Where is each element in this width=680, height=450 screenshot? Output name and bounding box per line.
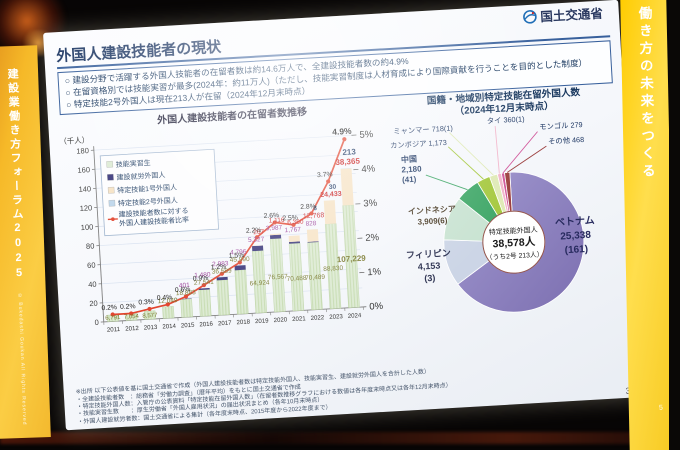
left-banner-text: 建設業働き方フォーラム2025 bbox=[5, 67, 26, 283]
svg-text:0.6%: 0.6% bbox=[175, 286, 191, 294]
svg-text:2022: 2022 bbox=[310, 314, 325, 322]
svg-text:70,489: 70,489 bbox=[305, 274, 326, 282]
svg-text:2%: 2% bbox=[365, 232, 380, 244]
right-banner-number: 5 bbox=[658, 404, 663, 412]
svg-text:88,830: 88,830 bbox=[323, 265, 344, 273]
svg-text:25,338: 25,338 bbox=[560, 230, 592, 243]
svg-text:2021: 2021 bbox=[292, 315, 307, 323]
right-event-banner: 働き方の未来をつくる 5 bbox=[620, 0, 676, 450]
svg-text:0.2%: 0.2% bbox=[120, 303, 136, 311]
svg-text:ベトナム: ベトナム bbox=[555, 215, 595, 229]
pie-chart-panel: 国籍・地域別特定技能在留外国人数 （2024年12月末時点） ベトナム 25,33… bbox=[387, 85, 633, 343]
svg-text:24,433: 24,433 bbox=[320, 191, 342, 199]
svg-text:0.4%: 0.4% bbox=[157, 294, 173, 302]
svg-text:0.2%: 0.2% bbox=[101, 304, 117, 312]
svg-text:7,054: 7,054 bbox=[124, 314, 140, 321]
svg-text:107,229: 107,229 bbox=[337, 254, 367, 265]
svg-text:2,180: 2,180 bbox=[401, 164, 422, 174]
svg-text:2024: 2024 bbox=[348, 312, 363, 320]
svg-text:0.9%: 0.9% bbox=[193, 275, 209, 283]
svg-text:180: 180 bbox=[76, 146, 89, 156]
svg-text:フィリピン: フィリピン bbox=[406, 247, 451, 261]
svg-text:2019: 2019 bbox=[255, 317, 270, 325]
svg-text:中国: 中国 bbox=[401, 154, 418, 165]
svg-text:3,909(6): 3,909(6) bbox=[417, 216, 448, 227]
svg-text:5%: 5% bbox=[359, 129, 374, 141]
right-banner-text: 働き方の未来をつくる bbox=[636, 5, 656, 182]
svg-text:2.8%: 2.8% bbox=[300, 203, 316, 211]
legend: 技能実習生建設就労外国人特定技能1号外国人特定技能2号外国人建設技能者数に対する… bbox=[99, 148, 220, 237]
svg-text:5,327: 5,327 bbox=[248, 236, 265, 244]
svg-text:(3): (3) bbox=[424, 273, 436, 284]
svg-text:0.3%: 0.3% bbox=[138, 299, 154, 307]
svg-text:モンゴル 279: モンゴル 279 bbox=[539, 120, 583, 131]
svg-text:2.6%: 2.6% bbox=[263, 212, 279, 220]
svg-text:インドネシア: インドネシア bbox=[408, 204, 456, 217]
mlit-logo-label: 国土交通省 bbox=[540, 6, 604, 25]
bar-chart-panel: 外国人建設技能者の在留者数推移 0 20 40 60 80 100 120 140 160 180… bbox=[52, 98, 400, 362]
svg-text:2017: 2017 bbox=[218, 320, 233, 328]
svg-text:カンボジア 1,173: カンボジア 1,173 bbox=[390, 138, 447, 150]
svg-text:その他 468: その他 468 bbox=[548, 135, 585, 146]
svg-text:30: 30 bbox=[329, 184, 337, 191]
svg-text:2015: 2015 bbox=[181, 322, 196, 330]
svg-text:20: 20 bbox=[89, 299, 98, 308]
svg-text:140: 140 bbox=[78, 184, 91, 194]
svg-text:4,153: 4,153 bbox=[418, 261, 441, 272]
svg-text:2.2%: 2.2% bbox=[246, 227, 262, 235]
svg-text:2011: 2011 bbox=[107, 326, 121, 334]
svg-text:1.2%: 1.2% bbox=[211, 264, 227, 272]
svg-text:12,768: 12,768 bbox=[303, 212, 325, 220]
svg-text:1,767: 1,767 bbox=[284, 226, 301, 234]
projected-slide: 国土交通省 外国人建設技能者の現状 建設分野で活躍する外国人技能者の在留者数は約… bbox=[43, 0, 641, 431]
svg-text:（千人）: （千人） bbox=[59, 135, 90, 147]
svg-text:3.7%: 3.7% bbox=[317, 171, 333, 179]
svg-text:2023: 2023 bbox=[329, 313, 344, 321]
left-banner-copyright: © Bukedashi Goukan All Rights Reserved bbox=[16, 293, 28, 426]
svg-text:(41): (41) bbox=[402, 175, 417, 185]
svg-text:6,791: 6,791 bbox=[105, 315, 121, 322]
svg-text:(161): (161) bbox=[564, 244, 588, 256]
svg-text:64,924: 64,924 bbox=[250, 279, 271, 287]
svg-text:2.5%: 2.5% bbox=[282, 215, 298, 223]
footnotes: ※出所 以下公表値を基に国土交通省で作成（外国人建設技能者数は特定技能外国人、技… bbox=[76, 368, 453, 426]
svg-text:1.5%: 1.5% bbox=[229, 252, 245, 260]
bar-chart: 0 20 40 60 80 100 120 140 160 180 0% 1% 2% 3% 4% 5% （千人）… bbox=[59, 126, 384, 334]
svg-text:3,987: 3,987 bbox=[266, 225, 283, 233]
svg-text:120: 120 bbox=[79, 203, 92, 213]
svg-text:160: 160 bbox=[77, 165, 90, 175]
svg-text:2016: 2016 bbox=[199, 321, 214, 329]
mlit-globe-icon bbox=[523, 9, 538, 24]
svg-text:1%: 1% bbox=[367, 267, 382, 279]
svg-text:40: 40 bbox=[88, 280, 97, 289]
svg-text:0%: 0% bbox=[369, 301, 384, 313]
svg-text:76,567: 76,567 bbox=[268, 273, 289, 281]
svg-text:828: 828 bbox=[305, 220, 317, 228]
svg-text:2013: 2013 bbox=[144, 324, 159, 332]
charts-row: 外国人建設技能者の在留者数推移 0 20 40 60 80 100 120 140 160 180… bbox=[52, 85, 633, 362]
svg-text:100: 100 bbox=[81, 222, 94, 232]
svg-text:ミャンマー 718(1): ミャンマー 718(1) bbox=[393, 124, 453, 136]
svg-text:80: 80 bbox=[86, 242, 95, 251]
svg-text:213: 213 bbox=[342, 147, 356, 157]
svg-text:8,577: 8,577 bbox=[142, 313, 158, 320]
svg-text:3%: 3% bbox=[363, 198, 378, 210]
left-event-banner: 建設業働き方フォーラム2025 © Bukedashi Goukan All R… bbox=[0, 45, 51, 439]
svg-text:38,365: 38,365 bbox=[335, 157, 360, 167]
svg-text:70,488: 70,488 bbox=[286, 275, 307, 283]
svg-text:2020: 2020 bbox=[273, 316, 288, 324]
svg-text:2014: 2014 bbox=[162, 323, 177, 331]
svg-text:38,578人: 38,578人 bbox=[492, 235, 536, 250]
stage-right-edge bbox=[669, 0, 680, 450]
svg-text:2012: 2012 bbox=[125, 325, 140, 333]
svg-text:2018: 2018 bbox=[236, 319, 251, 327]
svg-text:60: 60 bbox=[87, 261, 96, 270]
stage-floor-reflection bbox=[0, 432, 680, 444]
svg-text:0: 0 bbox=[94, 318, 99, 327]
svg-text:4%: 4% bbox=[361, 163, 376, 175]
svg-text:4.9%: 4.9% bbox=[332, 126, 352, 137]
svg-text:タイ 360(1): タイ 360(1) bbox=[487, 114, 525, 125]
